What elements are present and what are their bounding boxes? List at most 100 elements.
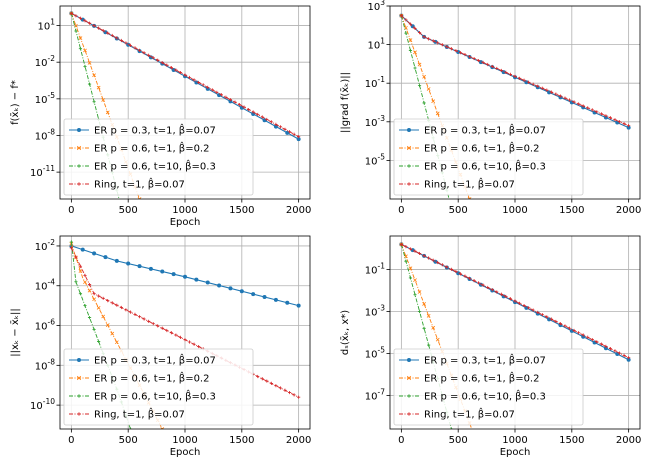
data-point (262, 118, 267, 123)
data-point (110, 301, 114, 305)
data-point (197, 344, 201, 349)
data-point (97, 294, 101, 298)
data-point (215, 90, 219, 94)
data-point (174, 333, 178, 337)
data-point (147, 53, 151, 57)
legend-entry: ER p = 0.6, t=10, β̂=0.3 (94, 389, 216, 403)
data-point (408, 276, 413, 280)
data-point (137, 48, 142, 52)
x-tick-label: 1500 (229, 435, 254, 446)
y-tick-label: 101 (367, 37, 385, 52)
data-point (436, 260, 440, 265)
x-tick-label: 2000 (616, 205, 641, 216)
data-point (408, 247, 413, 251)
data-point (445, 265, 449, 269)
data-point (599, 342, 603, 346)
data-point (422, 326, 426, 330)
data-point (219, 93, 223, 97)
data-point (74, 280, 78, 284)
data-point (174, 68, 178, 72)
data-point (137, 264, 142, 269)
data-point (404, 18, 408, 22)
data-point (627, 356, 631, 360)
data-point (399, 242, 403, 246)
data-point (285, 300, 290, 305)
data-point (165, 328, 169, 333)
data-point (581, 334, 586, 339)
y-tick-label: 10-2 (35, 238, 55, 253)
data-point (508, 297, 513, 301)
data-point (201, 83, 205, 87)
data-point (527, 306, 531, 310)
data-point (101, 29, 105, 33)
data-point (205, 280, 210, 285)
data-point (187, 340, 192, 344)
data-point (622, 122, 626, 126)
data-point (427, 256, 431, 260)
data-point (178, 70, 183, 75)
data-point (627, 124, 631, 128)
data-point (495, 290, 499, 294)
data-point (78, 47, 83, 51)
data-point (417, 251, 422, 256)
data-point (581, 104, 585, 108)
data-point (292, 393, 296, 397)
x-tick-label: 2000 (286, 205, 311, 216)
data-point (115, 303, 119, 307)
data-point (217, 283, 222, 288)
data-point (74, 14, 78, 18)
data-point (481, 60, 485, 65)
data-point (417, 62, 422, 67)
data-point (283, 388, 287, 392)
data-point (545, 88, 549, 92)
data-point (436, 41, 440, 45)
data-point (78, 16, 83, 20)
data-point (554, 319, 558, 324)
data-point (83, 273, 87, 277)
data-point (110, 33, 114, 38)
data-point (97, 26, 101, 30)
data-point (106, 31, 110, 35)
legend-entry: Ring, t=1, β̂=0.07 (94, 177, 185, 191)
data-point (151, 56, 155, 60)
data-point (404, 245, 408, 249)
legend-box (63, 348, 254, 426)
legend-entry: ER p = 0.3, t=1, β̂=0.07 (424, 353, 546, 367)
legend-entry: ER p = 0.3, t=1, β̂=0.07 (424, 123, 546, 137)
data-point (595, 340, 599, 344)
y-tick-label: 10-11 (30, 164, 55, 179)
data-point (540, 86, 544, 90)
data-point (417, 31, 422, 35)
data-point (440, 43, 444, 47)
data-point (413, 66, 417, 70)
data-point (83, 64, 87, 68)
data-point (142, 51, 146, 55)
x-tick-label: 2000 (616, 435, 641, 446)
data-point (278, 386, 283, 390)
x-tick-label: 2000 (286, 435, 311, 446)
x-tick-label: 0 (68, 205, 74, 216)
y-tick-label: 101 (37, 18, 55, 33)
x-tick-label: 1500 (229, 205, 254, 216)
data-point (114, 258, 119, 263)
data-point (233, 100, 237, 104)
data-point (192, 342, 196, 346)
data-point (435, 337, 440, 342)
legend-entry: Ring, t=1, β̂=0.07 (94, 407, 185, 421)
data-point (626, 357, 631, 362)
data-point (114, 340, 119, 345)
data-point (101, 314, 106, 319)
data-point (96, 305, 101, 310)
data-point (269, 381, 273, 385)
data-point (608, 347, 613, 351)
data-point (617, 351, 622, 355)
legend-entry: Ring, t=1, β̂=0.07 (424, 407, 515, 421)
data-point (626, 125, 631, 130)
x-tick-label: 1000 (502, 205, 527, 216)
data-point (124, 308, 128, 312)
data-point (531, 82, 535, 86)
y-axis-label: ||xₖ − x̄ₖ|| (10, 308, 21, 357)
data-point (463, 53, 467, 57)
data-point (449, 47, 453, 51)
